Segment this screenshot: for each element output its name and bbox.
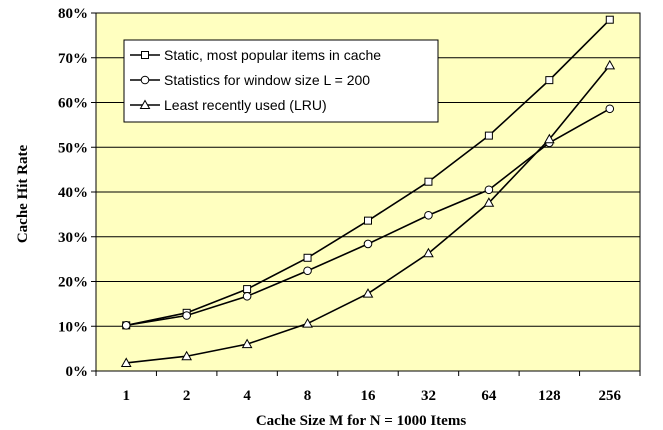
legend: Static, most popular items in cache Stati… bbox=[123, 39, 439, 123]
legend-triangle-marker bbox=[139, 99, 151, 109]
legend-square-marker bbox=[141, 51, 149, 59]
square-marker bbox=[484, 131, 493, 140]
legend-circle-marker bbox=[140, 75, 150, 85]
x-tick-label: 8 bbox=[304, 388, 312, 404]
y-tick-label: 20% bbox=[58, 275, 88, 291]
circle-marker bbox=[424, 210, 433, 220]
y-axis-title: Cache Hit Rate bbox=[15, 145, 31, 244]
x-tick-label: 2 bbox=[183, 388, 191, 404]
y-tick-label: 30% bbox=[58, 230, 88, 246]
triangle-marker bbox=[181, 350, 193, 361]
legend-item: Least recently used (LRU) bbox=[130, 97, 327, 113]
x-tick-label: 1 bbox=[122, 388, 130, 404]
y-tick-label: 70% bbox=[58, 51, 88, 67]
triangle-marker bbox=[423, 247, 434, 258]
triangle-marker bbox=[604, 59, 616, 70]
square-marker bbox=[605, 15, 614, 24]
triangle-marker bbox=[302, 318, 313, 328]
circle-marker bbox=[484, 185, 494, 195]
circle-marker bbox=[182, 311, 191, 320]
square-marker bbox=[303, 253, 312, 262]
y-tick-label: 60% bbox=[58, 96, 88, 112]
x-tick-label: 256 bbox=[599, 388, 622, 404]
circle-marker bbox=[363, 239, 373, 249]
circle-marker bbox=[303, 266, 312, 276]
square-marker bbox=[243, 285, 252, 294]
plot-border bbox=[95, 12, 641, 372]
y-tick-label: 80% bbox=[58, 6, 88, 22]
square-marker bbox=[364, 216, 372, 225]
triangle-marker bbox=[362, 288, 374, 298]
legend-label: Statistics for window size L = 200 bbox=[164, 72, 370, 88]
triangle-marker bbox=[483, 197, 495, 207]
y-tick-label: 40% bbox=[58, 185, 88, 201]
legend-item: Static, most popular items in cache bbox=[130, 47, 381, 63]
x-axis-tick-labels: 1 2 4 8 16 32 64 128 256 bbox=[122, 388, 621, 404]
circle-marker bbox=[605, 104, 615, 114]
series-layer bbox=[120, 15, 616, 367]
x-tick-label: 4 bbox=[243, 388, 251, 404]
legend-box bbox=[123, 39, 439, 123]
series-circle bbox=[121, 104, 615, 330]
circle-marker bbox=[242, 291, 252, 301]
circle-marker bbox=[121, 321, 131, 330]
triangle-marker bbox=[120, 357, 132, 367]
x-tick-label: 128 bbox=[538, 388, 561, 404]
y-tick-label: 10% bbox=[58, 319, 88, 335]
series-triangle bbox=[120, 59, 616, 367]
legend-label: Least recently used (LRU) bbox=[164, 97, 327, 113]
triangle-marker bbox=[241, 338, 253, 349]
x-tick-label: 64 bbox=[481, 388, 497, 404]
triangle-marker bbox=[543, 133, 555, 144]
square-marker bbox=[545, 76, 554, 85]
y-tick-label: 0% bbox=[66, 364, 89, 380]
legend-item: Statistics for window size L = 200 bbox=[130, 72, 370, 88]
x-axis-title: Cache Size M for N = 1000 Items bbox=[256, 413, 466, 429]
legend-label: Static, most popular items in cache bbox=[164, 47, 381, 63]
x-tick-label: 16 bbox=[361, 388, 377, 404]
x-tick-label: 32 bbox=[421, 388, 436, 404]
y-tick-label: 50% bbox=[58, 140, 88, 156]
square-marker bbox=[424, 177, 433, 186]
y-axis-tick-labels: 0% 10% 20% 30% 40% 50% 60% 70% 80% bbox=[58, 6, 88, 380]
